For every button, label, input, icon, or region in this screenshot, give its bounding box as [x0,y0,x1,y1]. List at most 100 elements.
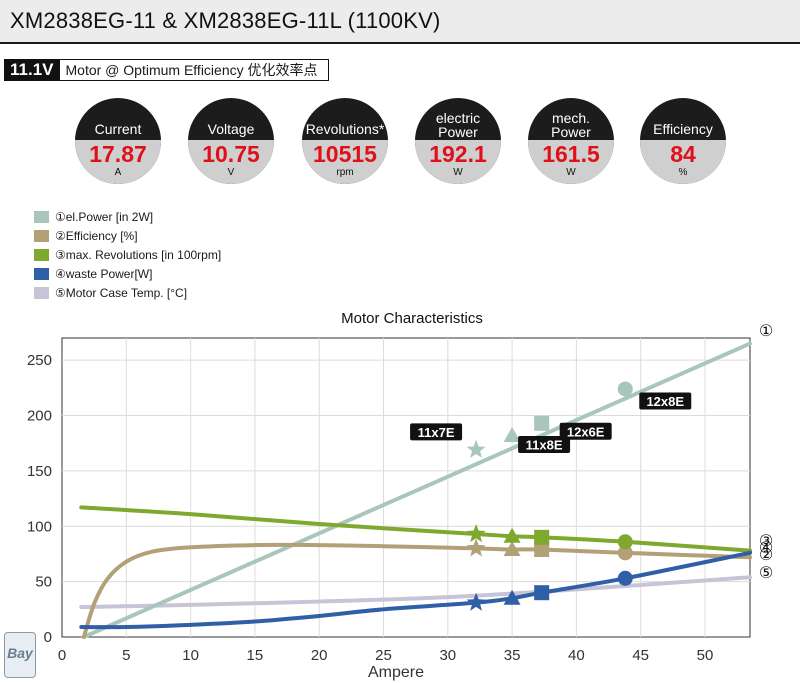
x-tick-label: 20 [311,647,328,664]
marker-12x6E-waste_power [534,585,550,601]
x-tick-label: 35 [504,647,521,664]
series-line-2 [81,542,752,639]
x-axis-label: Ampere [368,664,424,681]
legend-swatch [34,210,49,223]
marker-11x7E-el_power [466,439,486,458]
stat-value: 161.5 [542,141,600,167]
stat-value-area [75,140,161,184]
title-bar: XM2838EG-11 & XM2838EG-11L (1100KV) [0,0,800,44]
y-tick-label: 50 [35,574,52,591]
stat-value-area [640,140,726,184]
legend-label: ③max. Revolutions [in 100rpm] [55,247,222,262]
stat-label: Efficiency [653,121,713,137]
series-end-label: ④ [759,540,773,557]
series-line-5 [79,575,752,610]
legend-label: ①el.Power [in 2W] [55,209,154,224]
stat-label: Power [438,124,478,140]
stat-value: 10515 [313,141,377,167]
stat-value-area [302,140,388,184]
stat-value: 17.87 [89,141,147,167]
marker-12x6E-revolutions [534,529,550,545]
stat-label: Voltage [207,121,255,137]
legend-item: ③max. Revolutions [in 100rpm] [34,245,221,264]
legend-item: ⑤Motor Case Temp. [°C] [34,283,221,302]
marker-12x6E-efficiency [534,542,550,558]
legend-item: ④waste Power[W] [34,264,221,283]
stat-unit: A [114,167,122,178]
y-tick-label: 150 [27,463,52,480]
series-line-4 [79,550,752,630]
stat-current: Current 17.87 A [75,98,161,184]
legend-label: ⑤Motor Case Temp. [°C] [55,285,188,300]
stat-value: 192.1 [429,141,487,167]
stat-value-area [415,140,501,184]
marker-12x6E-el_power [534,415,550,431]
stat-label: Revolutions* [305,121,385,137]
chart-legend: ①el.Power [in 2W] ②Efficiency [%] ③max. Re… [34,207,221,302]
y-tick-label: 100 [27,518,52,535]
series-end-label: ③ [759,533,773,550]
marker-12x8E-el_power [617,381,633,397]
legend-swatch [34,229,49,242]
plot-area [61,337,751,638]
motor-characteristics-chart: 0 5 10 15 20 25 30 35 40 45 50 0 50 100 150 200 250 Motor… [27,310,773,681]
x-tick-label: 5 [122,647,130,664]
stat-label: electric [435,110,481,126]
stat-value-area [528,140,614,184]
x-tick-label: 30 [439,647,456,664]
y-tick-label: 250 [27,352,52,369]
marker-11x8E-waste_power [503,589,521,605]
marker-11x8E-efficiency [503,541,521,557]
voltage-badge: 11.1V [4,59,60,81]
series-line-1 [81,341,752,639]
series-end-label: ⑤ [759,565,773,582]
stat-voltage: Voltage 10.75 V [188,98,274,184]
stat-revolutions: Revolutions* 10515 rpm [302,98,388,184]
marker-12x8E-efficiency [617,545,633,561]
series-end-label: ① [759,323,773,340]
stat-unit: V [227,167,235,178]
chart-title: Motor Characteristics [341,310,483,327]
y-tick-label: 0 [44,629,52,646]
x-tick-label: 10 [182,647,199,664]
operating-point-label: 11x8E [526,437,563,452]
stat-unit: W [566,167,576,178]
legend-swatch [34,267,49,280]
brand-logo: Bay [4,632,36,678]
stat-unit: W [453,167,463,178]
series-end-label: ② [759,547,773,564]
page-title: XM2838EG-11 & XM2838EG-11L (1100KV) [10,8,441,33]
marker-12x8E-revolutions [617,534,633,550]
mode-subtitle: Motor @ Optimum Efficiency 优化效率点 [59,59,329,81]
operating-point-label: 12x6E [567,424,605,439]
legend-label: ④waste Power[W] [55,266,153,281]
x-tick-label: 40 [568,647,585,664]
stat-value: 84 [670,141,696,167]
stat-label: Current [94,121,142,137]
stats-row: Current 17.87 A Voltage 10.75 V Revolutions* 10… [75,98,726,188]
marker-11x8E-el_power [503,426,521,442]
marker-11x7E-waste_power [466,592,486,611]
stat-label: mech. [551,110,591,126]
x-tick-label: 50 [697,647,714,664]
stat-value: 10.75 [202,141,260,167]
stat-electric-power: electric Power 192.1 W [415,98,501,184]
legend-item: ②Efficiency [%] [34,226,221,245]
legend-item: ①el.Power [in 2W] [34,207,221,226]
operating-mode-header: 11.1V Motor @ Optimum Efficiency 优化效率点 [4,59,329,81]
marker-11x7E-revolutions [466,524,486,543]
operating-point-tag [410,423,463,441]
x-tick-label: 25 [375,647,392,664]
operating-point-tag [518,435,571,453]
stat-label: Power [551,124,591,140]
legend-swatch [34,286,49,299]
x-tick-label: 15 [247,647,264,664]
stat-value-area [188,140,274,184]
stat-unit: rpm [336,167,354,178]
operating-point-tag [639,392,692,410]
legend-swatch [34,248,49,261]
operating-point-tag [559,422,612,440]
marker-12x8E-waste_power [617,570,633,586]
legend-label: ②Efficiency [%] [55,228,138,243]
stat-efficiency: Efficiency 84% [640,98,726,184]
